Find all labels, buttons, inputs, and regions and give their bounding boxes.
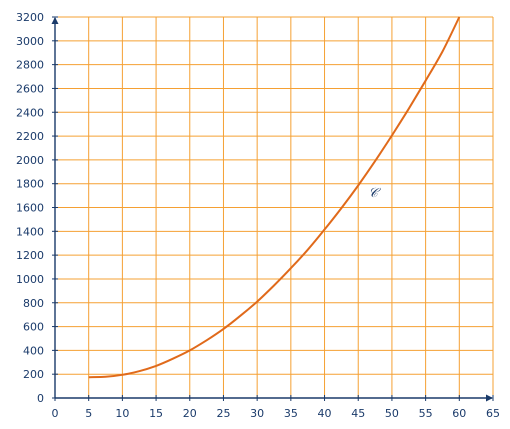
y-tick-label-600: 600 [23, 321, 44, 334]
x-tick-label-55: 55 [419, 407, 433, 420]
y-tick-label-2800: 2800 [16, 59, 44, 72]
grid [55, 16, 494, 398]
y-tick-label-3000: 3000 [16, 35, 44, 48]
y-tick-label-3200: 3200 [16, 11, 44, 24]
x-tick-label-65: 65 [486, 407, 500, 420]
x-tick-label-40: 40 [318, 407, 332, 420]
y-tick-label-2600: 2600 [16, 82, 44, 95]
y-tick-label-0: 0 [37, 392, 44, 405]
x-tick-label-15: 15 [149, 407, 163, 420]
y-tick-label-1400: 1400 [16, 225, 44, 238]
curve-series [88, 16, 461, 379]
y-tick-label-800: 800 [23, 297, 44, 310]
y-tick-label-400: 400 [23, 344, 44, 357]
y-tick-label-200: 200 [23, 368, 44, 381]
x-tick-label-25: 25 [216, 407, 230, 420]
x-tick-label-60: 60 [452, 407, 466, 420]
axes [51, 16, 494, 402]
x-tick-label-35: 35 [284, 407, 298, 420]
y-tick-label-1000: 1000 [16, 273, 44, 286]
x-tick-label-30: 30 [250, 407, 264, 420]
x-tick-labels: 0 5 10 15 20 25 30 35 40 45 50 55 60 65 [52, 407, 501, 420]
x-tick-label-5: 5 [85, 407, 92, 420]
y-tick-label-1600: 1600 [16, 202, 44, 215]
y-tick-label-2400: 2400 [16, 106, 44, 119]
curve-label: 𝒞 [368, 186, 381, 201]
x-tick-label-45: 45 [351, 407, 365, 420]
x-tick-label-0: 0 [52, 407, 59, 420]
y-tick-label-1200: 1200 [16, 249, 44, 262]
y-tick-labels: 0 200 400 600 800 1000 1200 1400 1600 1800 2000 220… [16, 11, 44, 405]
x-axis-arrow [486, 394, 493, 402]
x-tick-label-50: 50 [385, 407, 399, 420]
y-tick-label-2000: 2000 [16, 154, 44, 167]
y-axis-arrow [51, 17, 59, 24]
x-tick-label-10: 10 [115, 407, 129, 420]
y-tick-label-2200: 2200 [16, 130, 44, 143]
x-tick-label-20: 20 [183, 407, 197, 420]
y-tick-label-1800: 1800 [16, 178, 44, 191]
